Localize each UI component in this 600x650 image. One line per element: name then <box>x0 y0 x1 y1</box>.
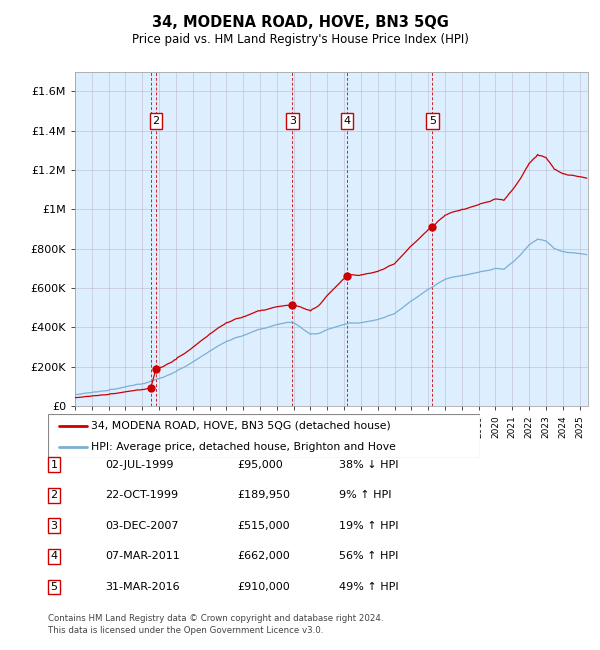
Text: 5: 5 <box>50 582 58 592</box>
Text: 9% ↑ HPI: 9% ↑ HPI <box>339 490 391 501</box>
Text: £95,000: £95,000 <box>237 460 283 470</box>
Text: 4: 4 <box>50 551 58 562</box>
Text: 5: 5 <box>429 116 436 125</box>
Text: HPI: Average price, detached house, Brighton and Hove: HPI: Average price, detached house, Brig… <box>91 442 396 452</box>
Text: 49% ↑ HPI: 49% ↑ HPI <box>339 582 398 592</box>
Text: 03-DEC-2007: 03-DEC-2007 <box>105 521 179 531</box>
Text: 34, MODENA ROAD, HOVE, BN3 5QG: 34, MODENA ROAD, HOVE, BN3 5QG <box>152 15 448 31</box>
Text: 38% ↓ HPI: 38% ↓ HPI <box>339 460 398 470</box>
Text: 07-MAR-2011: 07-MAR-2011 <box>105 551 180 562</box>
Text: 2: 2 <box>50 490 58 501</box>
Text: Contains HM Land Registry data © Crown copyright and database right 2024.: Contains HM Land Registry data © Crown c… <box>48 614 383 623</box>
Text: £910,000: £910,000 <box>237 582 290 592</box>
Text: 3: 3 <box>289 116 296 125</box>
Text: £189,950: £189,950 <box>237 490 290 501</box>
Text: £662,000: £662,000 <box>237 551 290 562</box>
Text: 22-OCT-1999: 22-OCT-1999 <box>105 490 178 501</box>
Text: 19% ↑ HPI: 19% ↑ HPI <box>339 521 398 531</box>
Text: 3: 3 <box>50 521 58 531</box>
Text: 4: 4 <box>344 116 351 125</box>
Text: Price paid vs. HM Land Registry's House Price Index (HPI): Price paid vs. HM Land Registry's House … <box>131 32 469 46</box>
Text: 02-JUL-1999: 02-JUL-1999 <box>105 460 173 470</box>
Text: £515,000: £515,000 <box>237 521 290 531</box>
Text: 31-MAR-2016: 31-MAR-2016 <box>105 582 179 592</box>
Text: 56% ↑ HPI: 56% ↑ HPI <box>339 551 398 562</box>
Text: 2: 2 <box>152 116 160 125</box>
Text: 1: 1 <box>50 460 58 470</box>
Text: 34, MODENA ROAD, HOVE, BN3 5QG (detached house): 34, MODENA ROAD, HOVE, BN3 5QG (detached… <box>91 421 391 430</box>
Text: This data is licensed under the Open Government Licence v3.0.: This data is licensed under the Open Gov… <box>48 626 323 635</box>
